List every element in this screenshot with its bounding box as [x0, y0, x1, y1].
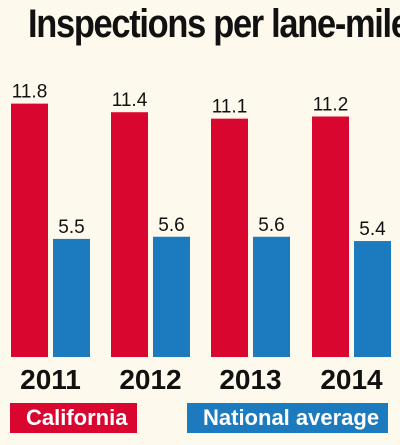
value-label-national-average-2013: 5.6 [258, 215, 284, 236]
category-label-2013: 2013 [219, 364, 281, 395]
bar-california-2013 [211, 118, 248, 358]
value-label-california-2013: 11.1 [212, 97, 248, 118]
value-label-california-2012: 11.4 [112, 90, 148, 111]
bar-national-average-2012 [153, 236, 190, 357]
value-label-national-average-2014: 5.4 [359, 219, 386, 240]
bar-national-average-2011 [53, 238, 90, 357]
bar-california-2011 [11, 103, 48, 358]
category-label-2014: 2014 [320, 364, 383, 395]
bar-national-average-2013 [253, 236, 290, 357]
chart-title: Inspections per lane-mile [28, 2, 400, 46]
legend-california: California [10, 403, 137, 433]
bar-national-average-2014 [354, 241, 391, 357]
value-label-california-2014: 11.2 [313, 95, 349, 116]
value-label-national-average-2011: 5.5 [58, 217, 84, 238]
category-label-2011: 2011 [20, 364, 81, 395]
category-label-2012: 2012 [119, 364, 181, 395]
legend-national-average: National average [187, 403, 388, 433]
bar-california-2014 [312, 116, 349, 357]
bar-california-2012 [111, 112, 148, 357]
value-label-california-2011: 11.8 [12, 82, 48, 103]
value-label-national-average-2012: 5.6 [158, 215, 184, 236]
